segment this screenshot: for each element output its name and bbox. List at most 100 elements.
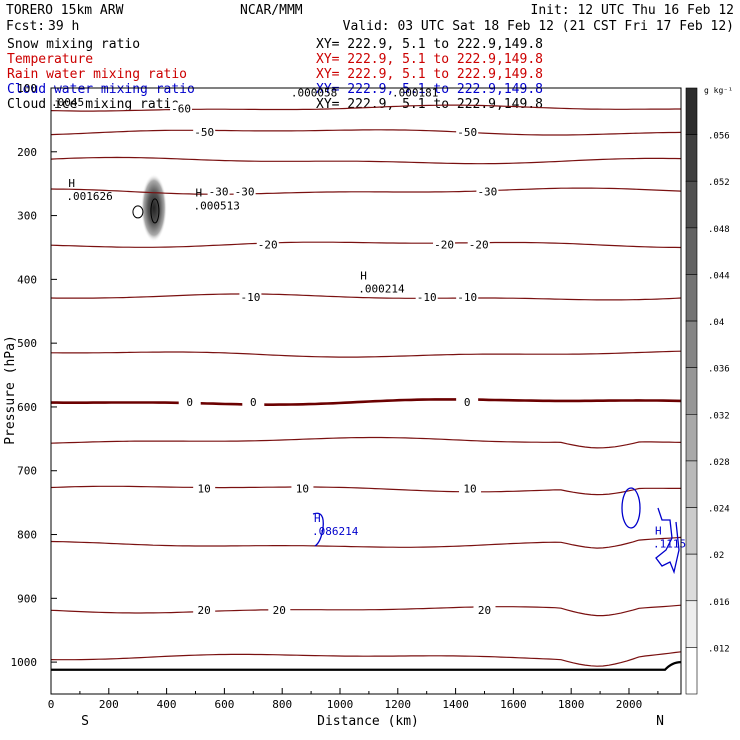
x-tick-label: 600 (214, 698, 234, 711)
temperature-contour (50, 651, 682, 667)
max-value: .001626 (66, 190, 112, 203)
colorbar-swatch (685, 600, 698, 648)
fcst-value: 39 h (48, 19, 79, 34)
max-marker: H (360, 269, 367, 282)
ground-surface (51, 661, 682, 671)
field-xy: XY= 222.9, 5.1 to 222.9,149.8 (316, 52, 543, 67)
colorbar-swatch (685, 227, 698, 275)
field-xy: XY= 222.9, 5.1 to 222.9,149.8 (316, 97, 543, 112)
contour-label: 10 (296, 483, 309, 496)
max-value: .000214 (358, 282, 405, 295)
contour-label-bg (207, 185, 230, 197)
contour-label: -20 (469, 238, 489, 251)
colorbar-tick-label: .02 (708, 551, 724, 561)
contour-label-bg (456, 126, 479, 138)
colorbar-tick-label: .024 (708, 505, 730, 515)
field-name: Temperature (7, 52, 93, 67)
temperature-contour (51, 350, 682, 358)
contour-label-bg (459, 482, 482, 494)
colorbar-tick-label: .052 (708, 178, 730, 188)
snow-contour (150, 198, 160, 224)
direction-north: N (656, 714, 664, 729)
contour-label: 0 (250, 396, 257, 409)
colorbar-swatch (685, 460, 698, 508)
field-xy: XY= 222.9, 5.1 to 222.9,149.8 (316, 67, 543, 82)
field-xy: XY= 222.9, 5.1 to 222.9,149.8 (316, 82, 543, 97)
x-tick-label: 800 (272, 698, 292, 711)
colorbar-swatch (685, 367, 698, 415)
colorbar-swatch (685, 180, 698, 229)
contour-label: -30 (477, 185, 497, 198)
field-name: Cloud ice mixing ratio (7, 97, 179, 112)
contour-label-bg (476, 185, 499, 197)
colorbar-tick-label: .016 (708, 598, 730, 608)
contour-label-bg (170, 102, 193, 114)
y-tick-label: 700 (17, 465, 37, 478)
contour-label: -10 (457, 291, 477, 304)
freezing-level-contour (51, 398, 682, 406)
contour-label-bg (256, 238, 279, 250)
max-value: .000058 (291, 86, 337, 99)
x-axis-title: Distance (km) (317, 714, 419, 729)
snow-mixing-shading (140, 173, 167, 242)
colorbar-swatch (685, 553, 698, 602)
max-value: .000513 (193, 199, 239, 212)
temperature-contour (50, 436, 682, 449)
y-tick-label: 300 (17, 210, 37, 223)
y-tick-label: 900 (17, 592, 37, 605)
contour-label: 0 (186, 396, 193, 409)
y-tick-label: 400 (17, 273, 37, 286)
contour-label: -20 (258, 238, 278, 251)
max-marker: H (68, 177, 75, 190)
x-tick-label: 2000 (616, 698, 643, 711)
y-tick-label: 1000 (11, 656, 38, 669)
contour-label: -30 (235, 185, 255, 198)
colorbar-tick-label: .044 (708, 271, 730, 281)
x-tick-label: 200 (99, 698, 119, 711)
contour-label: 10 (198, 483, 211, 496)
contour-label-bg (233, 185, 256, 197)
field-xy: XY= 222.9, 5.1 to 222.9,149.8 (316, 37, 543, 52)
contour-label: -60 (171, 102, 191, 115)
field-name: Snow mixing ratio (7, 37, 140, 52)
max-value: .000181 (392, 86, 438, 99)
contour-label-bg (193, 603, 216, 615)
temperature-contour (50, 104, 681, 112)
contour-label: -30 (209, 185, 229, 198)
contour-label: -10 (417, 291, 437, 304)
x-tick-label: 0 (48, 698, 55, 711)
colorbar-swatch (685, 320, 698, 368)
colorbar-swatch (685, 274, 698, 322)
contour-label-bg (456, 291, 479, 303)
contour-label-bg (473, 603, 496, 615)
temperature-contour (50, 241, 682, 249)
contour-label-bg (456, 395, 479, 407)
field-name: Rain water mixing ratio (7, 67, 187, 82)
x-tick-label: 1000 (327, 698, 354, 711)
x-tick-label: 1200 (385, 698, 412, 711)
field-legend: Snow mixing ratio XY= 222.9, 5.1 to 222.9… (7, 37, 543, 112)
contour-label-bg (291, 482, 314, 494)
x-tick-label: 1600 (500, 698, 527, 711)
contour-label: -50 (194, 126, 214, 139)
contour-label-bg (415, 291, 438, 303)
contour-label: -50 (457, 126, 477, 139)
y-tick-label: 800 (17, 529, 37, 542)
axes: 0 200 400 600 800 1000 1200 1400 1600 1800 2000100… (11, 82, 659, 711)
colorbar-tick-label: .048 (708, 225, 730, 235)
temperature-contour (50, 293, 682, 301)
temperature-contour (50, 485, 681, 496)
contour-label-bg (193, 482, 216, 494)
x-tick-label: 1800 (558, 698, 585, 711)
colorbar-tick-label: .032 (708, 411, 730, 421)
x-tick-label: 400 (157, 698, 177, 711)
y-tick-label: 100 (17, 82, 37, 95)
max-marker: H (655, 525, 662, 538)
ice-contour (132, 205, 144, 219)
colorbar-swatch (685, 507, 698, 555)
colorbar-tick-label: .056 (708, 132, 730, 142)
colorbar: .012 .016 .02 .024 .028 .032 .036 .04 .044 .048 .0… (685, 87, 730, 695)
y-axis-title: Pressure (hPa) (3, 335, 18, 445)
valid-time: Valid: 03 UTC Sat 18 Feb 12 (21 CST Fri … (343, 19, 734, 34)
